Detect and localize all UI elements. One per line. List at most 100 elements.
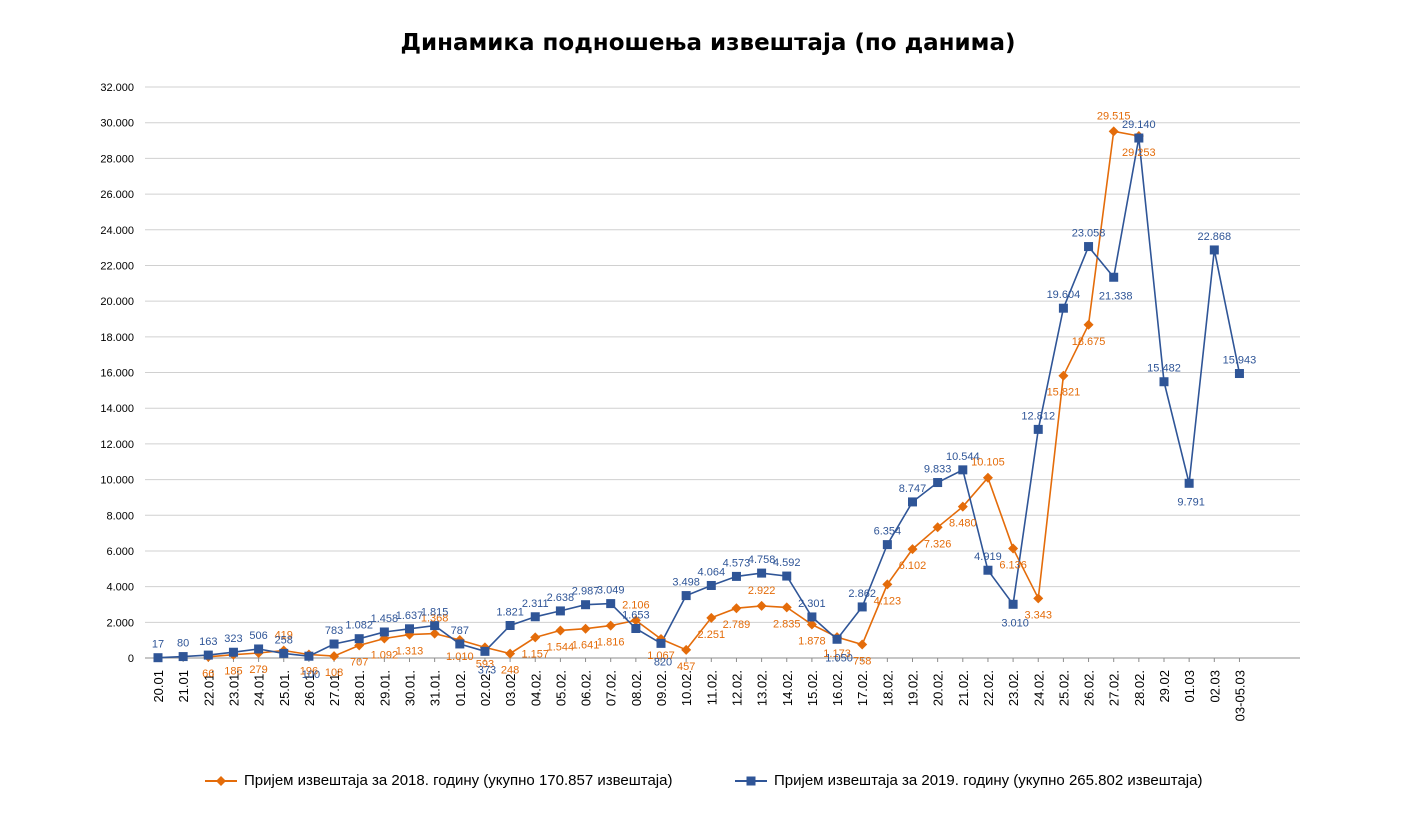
data-point-2018 xyxy=(681,644,692,655)
data-point-2018 xyxy=(1033,593,1044,604)
data-label-2018: 419 xyxy=(275,630,293,642)
data-label-2019: 163 xyxy=(199,636,217,648)
data-point-2019 xyxy=(228,647,238,657)
data-label-2019: 787 xyxy=(451,625,469,637)
data-point-2018 xyxy=(857,639,868,650)
x-tick-label: 31.01. xyxy=(428,670,443,706)
data-point-2018 xyxy=(957,501,968,512)
x-tick-label: 22.02. xyxy=(981,670,996,706)
legend-entry-2019: Пријем извештаја за 2019. годину (укупно… xyxy=(734,772,1202,789)
y-axis-tick-labels: 0 2.000 4.000 6.000 8.000 10.000 12.000 14.000 1… xyxy=(100,82,134,665)
data-point-2019 xyxy=(857,602,867,612)
data-label-2019: 506 xyxy=(249,630,267,642)
x-tick-label: 06.02. xyxy=(579,670,594,706)
data-label-2018: 1.157 xyxy=(521,648,549,660)
data-point-2019 xyxy=(430,621,440,631)
data-point-2019 xyxy=(656,638,666,648)
y-tick-label: 8.000 xyxy=(106,510,134,522)
line-chart: 0 2.000 4.000 6.000 8.000 10.000 12.000 14.000 1… xyxy=(100,82,1300,721)
x-tick-label: 24.02. xyxy=(1031,670,1046,706)
data-label-2019: 23.058 xyxy=(1072,228,1106,240)
x-tick-label: 30.01. xyxy=(403,670,418,706)
data-label-2018: 2.106 xyxy=(622,599,650,611)
x-tick-label: 20.02. xyxy=(931,670,946,706)
data-label-2018: 1.641 xyxy=(572,640,600,652)
data-point-2018 xyxy=(605,620,616,631)
data-label-2019: 783 xyxy=(325,625,343,637)
gridlines xyxy=(145,86,1300,659)
x-tick-label: 02.03 xyxy=(1207,670,1222,703)
data-label-2018: 66 xyxy=(202,668,214,680)
x-tick-label: 21.01 xyxy=(176,670,191,703)
data-label-2018: 1.313 xyxy=(396,646,424,658)
data-label-2019: 4.064 xyxy=(698,566,726,578)
data-label-2018: 758 xyxy=(853,655,871,667)
data-label-2019: 19.604 xyxy=(1047,289,1081,301)
data-label-2018: 1.816 xyxy=(597,637,625,649)
data-label-2019: 22.868 xyxy=(1197,231,1231,243)
legend-swatch-2018 xyxy=(205,775,237,786)
data-label-2019: 17 xyxy=(152,639,164,651)
data-label-2019: 4.919 xyxy=(974,551,1002,563)
data-point-2018 xyxy=(882,579,893,590)
data-label-2019: 373 xyxy=(478,664,496,676)
data-label-2018: 593 xyxy=(476,658,494,670)
data-label-2019: 3.049 xyxy=(597,585,625,597)
data-point-2018 xyxy=(1058,370,1069,381)
data-label-2019: 15.482 xyxy=(1147,363,1181,375)
data-point-2019 xyxy=(983,565,993,575)
data-label-2018: 1.878 xyxy=(798,635,826,647)
legend-label-2018: Пријем извештаја за 2018. годину (укупно… xyxy=(244,772,673,789)
data-label-2019: 10.544 xyxy=(946,451,980,463)
data-label-2019: 3.498 xyxy=(672,577,700,589)
data-label-2018: 29.253 xyxy=(1122,147,1156,159)
y-tick-label: 12.000 xyxy=(100,439,134,451)
data-label-2018: 2.835 xyxy=(773,618,801,630)
data-label-2019: 100 xyxy=(302,669,320,681)
data-point-2019 xyxy=(203,650,213,660)
y-tick-label: 24.000 xyxy=(100,225,134,237)
data-point-2019 xyxy=(581,600,591,610)
data-label-2019: 4.573 xyxy=(723,557,751,569)
x-tick-label: 08.02. xyxy=(629,670,644,706)
data-point-2018 xyxy=(1108,126,1119,137)
data-label-2019: 1.082 xyxy=(345,620,373,632)
data-label-2019: 15.943 xyxy=(1223,355,1257,367)
data-label-2018: 1.368 xyxy=(421,613,449,625)
data-point-2019 xyxy=(606,599,616,609)
x-tick-label: 04.02. xyxy=(528,670,543,706)
y-tick-label: 16.000 xyxy=(100,368,134,380)
data-label-2018: 707 xyxy=(350,656,368,668)
data-point-2018 xyxy=(907,544,918,555)
x-tick-label: 15.02. xyxy=(805,670,820,706)
x-tick-label: 07.02. xyxy=(604,670,619,706)
y-tick-label: 10.000 xyxy=(100,475,134,487)
data-label-2018: 7.326 xyxy=(924,538,952,550)
data-point-2018 xyxy=(530,632,541,643)
x-tick-label: 03.02. xyxy=(503,670,518,706)
chart-title: Динамика подношења извештаја (по данима) xyxy=(400,30,1016,56)
x-tick-label: 26.01. xyxy=(302,670,317,706)
data-label-2018: 1.544 xyxy=(547,641,575,653)
data-point-2019 xyxy=(1234,369,1244,379)
data-label-2019: 2.638 xyxy=(547,592,575,604)
data-label-2018: 457 xyxy=(677,661,695,673)
data-label-2019: 29.140 xyxy=(1122,119,1156,131)
data-point-2019 xyxy=(908,497,917,507)
data-point-2019 xyxy=(329,639,339,649)
data-point-2018 xyxy=(781,602,792,613)
data-point-2019 xyxy=(279,648,289,658)
x-tick-label: 22.01. xyxy=(201,670,216,706)
data-label-2018: 1.067 xyxy=(647,650,675,662)
data-label-2019: 4.592 xyxy=(773,557,801,569)
data-label-2019: 1.653 xyxy=(622,610,650,622)
data-label-2019: 323 xyxy=(224,633,242,645)
data-label-2019: 4.758 xyxy=(748,554,776,566)
x-tick-label: 20.01 xyxy=(151,670,166,703)
x-tick-label: 17.02. xyxy=(855,670,870,706)
data-point-2019 xyxy=(254,644,264,654)
y-tick-label: 22.000 xyxy=(100,260,134,272)
data-point-2019 xyxy=(933,478,943,488)
data-label-2019: 9.791 xyxy=(1177,496,1205,508)
x-tick-label: 05.02. xyxy=(553,670,568,706)
